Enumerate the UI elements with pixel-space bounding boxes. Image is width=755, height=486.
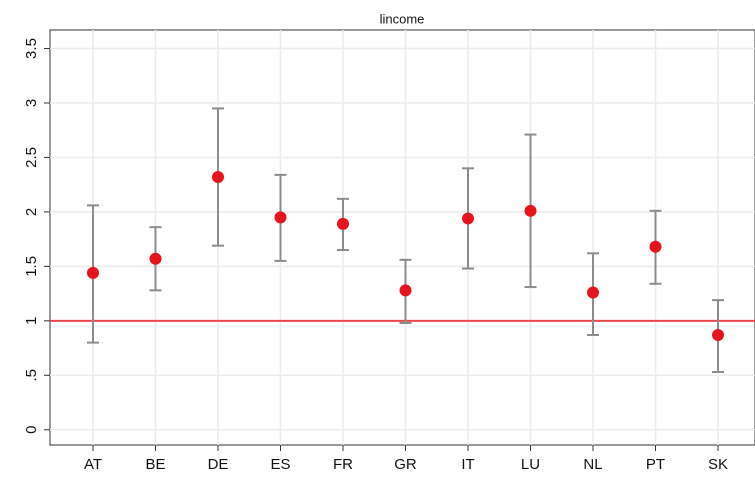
point — [212, 171, 224, 184]
point — [337, 217, 349, 230]
y-tick-label: 1.5 — [23, 256, 40, 277]
point — [712, 328, 724, 341]
x-tick-label: GR — [394, 456, 417, 473]
x-tick-label: LU — [521, 456, 540, 473]
point — [274, 211, 287, 224]
y-tick-label: 3.5 — [23, 38, 40, 59]
y-tick-label: 0 — [23, 426, 40, 434]
x-tick-label: IT — [461, 456, 474, 473]
y-tick-label: .5 — [23, 369, 40, 382]
x-tick-label: AT — [84, 456, 102, 473]
point — [587, 286, 599, 299]
y-tick-label: 2.5 — [23, 147, 40, 168]
chart-title: lincome — [380, 11, 425, 26]
x-tick-label: DE — [208, 456, 229, 473]
y-tick-label: 3 — [23, 99, 40, 107]
x-tick-label: FR — [333, 456, 353, 473]
point — [524, 204, 537, 217]
point — [462, 212, 474, 225]
point — [87, 266, 99, 279]
point — [399, 284, 412, 297]
x-tick-label: SK — [708, 456, 728, 473]
point — [649, 240, 662, 253]
y-tick-label: 1 — [23, 317, 40, 325]
x-tick-label: ES — [270, 456, 290, 473]
x-tick-label: PT — [646, 456, 665, 473]
point — [149, 252, 162, 265]
x-tick-label: BE — [145, 456, 165, 473]
y-tick-label: 2 — [23, 208, 40, 216]
x-tick-label: NL — [583, 456, 602, 473]
